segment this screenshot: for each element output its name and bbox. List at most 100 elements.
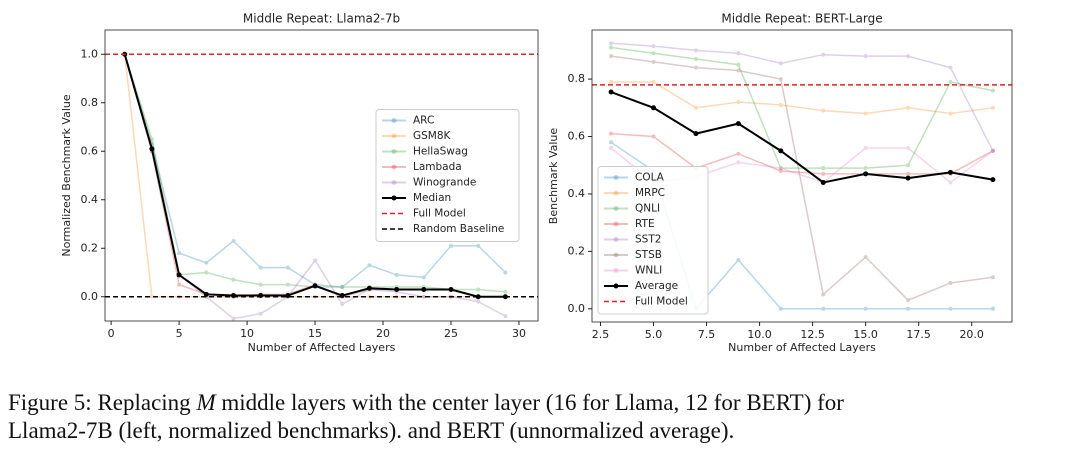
point — [735, 121, 741, 127]
point — [736, 51, 741, 56]
point — [203, 291, 209, 297]
point — [421, 294, 426, 299]
point — [609, 54, 614, 59]
legend-label: Full Model — [635, 296, 688, 308]
caption-line-1: Figure 5: Replacing M middle layers with… — [8, 390, 844, 415]
point — [990, 148, 995, 153]
point — [821, 52, 826, 57]
point — [863, 255, 868, 260]
point — [736, 160, 741, 165]
legend-label: Average — [635, 280, 678, 292]
y-tick-label: 0.2 — [568, 244, 586, 257]
point — [651, 105, 657, 111]
y-tick-label: 0.2 — [81, 241, 99, 254]
legend-label: Winogrande — [413, 177, 476, 189]
point — [285, 265, 290, 270]
x-tick-label: 0 — [108, 327, 115, 340]
point — [948, 79, 953, 84]
point — [651, 59, 656, 64]
point — [367, 263, 372, 268]
series-line — [610, 46, 994, 169]
point — [231, 238, 236, 243]
x-tick-label: 25 — [444, 327, 458, 340]
x-tick-label: 5 — [176, 327, 183, 340]
point — [177, 282, 182, 287]
point — [340, 285, 345, 290]
point — [948, 280, 953, 285]
y-tick-label: 0.4 — [81, 193, 99, 206]
point — [476, 287, 481, 292]
series — [609, 45, 995, 171]
point — [990, 105, 995, 110]
point — [651, 51, 656, 56]
caption-variable: M — [195, 390, 217, 415]
point — [149, 137, 154, 142]
y-tick-label: 1.0 — [81, 47, 99, 60]
point — [863, 111, 868, 116]
point — [948, 306, 953, 311]
point — [821, 306, 826, 311]
point — [312, 283, 318, 289]
point — [476, 299, 481, 304]
legend-marker — [613, 190, 619, 196]
y-tick-label: 0.8 — [81, 96, 99, 109]
y-tick-label: 0.0 — [568, 302, 586, 315]
point — [736, 68, 741, 73]
point — [736, 257, 741, 262]
point — [609, 45, 614, 50]
point — [177, 251, 182, 256]
point — [778, 61, 783, 66]
point — [176, 272, 182, 278]
legend-marker — [391, 164, 397, 170]
point — [204, 270, 209, 275]
legend-marker — [613, 175, 619, 180]
point — [948, 65, 953, 70]
point — [948, 111, 953, 116]
point — [421, 286, 427, 292]
legend-label: STSB — [635, 249, 662, 261]
point — [906, 54, 911, 59]
point — [906, 306, 911, 311]
legend-marker — [391, 118, 397, 123]
legend-marker — [391, 149, 397, 154]
caption-line-2: Llama2-7B (left, normalized benchmarks).… — [8, 418, 734, 443]
chart-title: Middle Repeat: BERT-Large — [721, 12, 882, 26]
point — [609, 79, 614, 84]
point — [476, 243, 481, 248]
point — [149, 146, 155, 152]
point — [503, 270, 508, 275]
point — [990, 306, 995, 311]
point — [421, 294, 426, 299]
y-tick-label: 0.0 — [81, 290, 99, 303]
legend-label: Lambada — [413, 161, 462, 173]
legend-label: Median — [413, 192, 451, 204]
legend-marker — [613, 252, 619, 258]
point — [285, 282, 290, 287]
caption-text: middle layers with the center layer (16 … — [216, 390, 845, 415]
legend-marker — [613, 237, 619, 242]
point — [149, 294, 154, 299]
point — [778, 166, 783, 171]
point — [990, 275, 995, 280]
point — [821, 292, 826, 297]
point — [736, 151, 741, 156]
point — [906, 298, 911, 303]
point — [609, 41, 614, 46]
point — [448, 286, 454, 292]
x-tick-label: 2.5 — [592, 328, 610, 341]
point — [231, 277, 236, 282]
x-tick-label: 12.5 — [800, 328, 825, 341]
legend-label: HellaSwag — [413, 146, 468, 158]
point — [863, 146, 868, 151]
caption-prefix: Figure 5: Replacing — [8, 390, 196, 415]
plot-frame — [591, 29, 1013, 323]
legend-label: WNLI — [635, 265, 662, 277]
point — [366, 285, 372, 291]
point — [905, 175, 911, 181]
point — [947, 169, 953, 175]
point — [258, 311, 263, 316]
point — [778, 77, 783, 82]
y-tick-label: 0.8 — [568, 72, 586, 85]
